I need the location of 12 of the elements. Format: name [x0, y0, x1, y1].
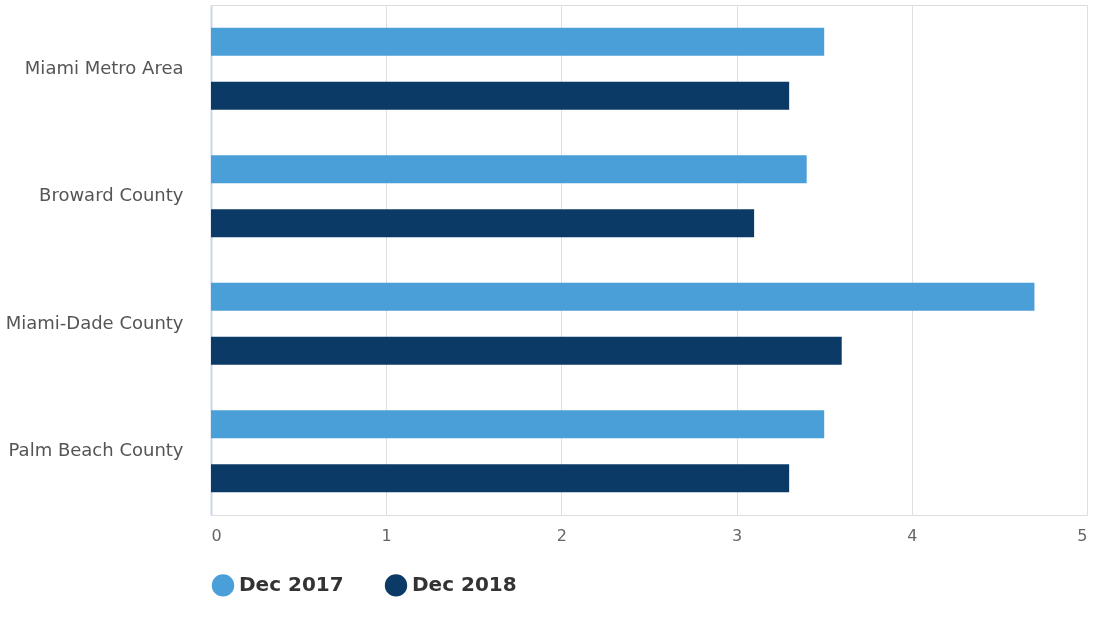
x-tick-label: 1 [381, 525, 392, 545]
y-tick-label: Palm Beach County [8, 439, 184, 461]
legend-label: Dec 2017 [239, 572, 344, 597]
x-tick-label: 3 [732, 525, 743, 545]
y-tick-label: Miami-Dade County [5, 311, 184, 333]
legend-label: Dec 2018 [412, 572, 517, 597]
x-tick-label: 2 [556, 525, 567, 545]
x-tick-label: 5 [1077, 525, 1088, 545]
x-tick-label: 4 [907, 525, 918, 545]
y-tick-label: Miami Metro Area [24, 56, 184, 78]
x-tick-label: 0 [211, 525, 222, 545]
y-tick-label: Broward County [39, 184, 184, 206]
